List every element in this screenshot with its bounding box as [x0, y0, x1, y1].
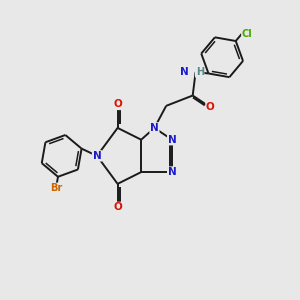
Text: N: N: [180, 67, 189, 77]
Text: N: N: [168, 167, 176, 177]
Text: O: O: [113, 99, 122, 110]
Text: O: O: [206, 102, 215, 112]
Text: Br: Br: [50, 183, 62, 193]
Text: N: N: [93, 151, 101, 161]
Text: N: N: [168, 135, 176, 145]
Text: N: N: [150, 123, 159, 133]
Text: Cl: Cl: [242, 29, 253, 39]
Text: H: H: [196, 67, 204, 77]
Text: O: O: [113, 202, 122, 212]
